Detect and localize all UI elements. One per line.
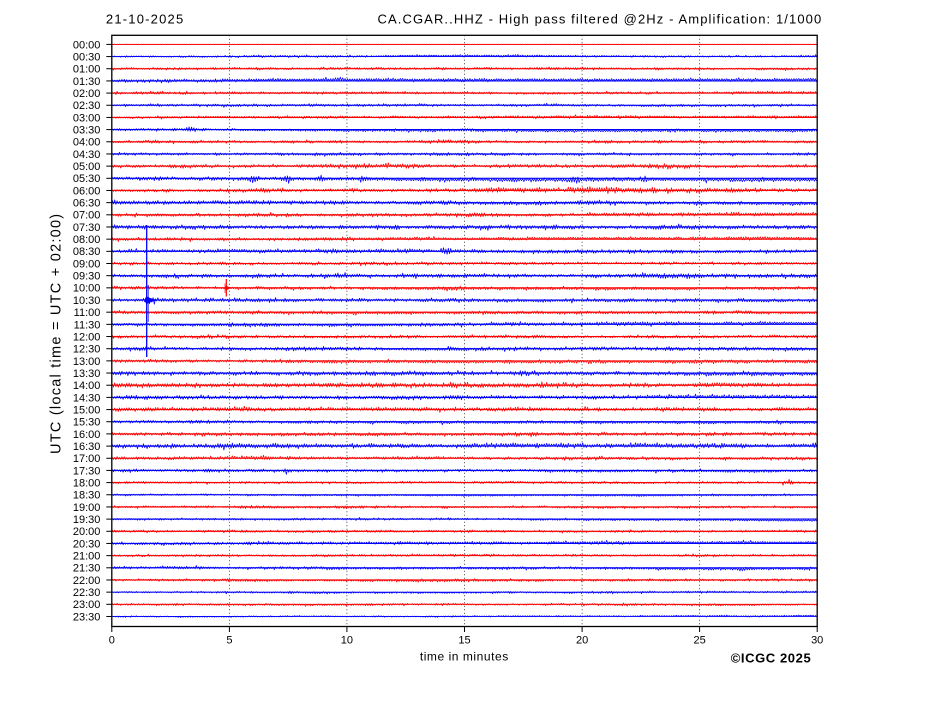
svg-text:20:00: 20:00 [73, 526, 101, 538]
svg-text:20:30: 20:30 [73, 538, 101, 550]
svg-text:22:00: 22:00 [73, 575, 101, 587]
svg-text:09:30: 09:30 [73, 271, 101, 283]
svg-text:08:30: 08:30 [73, 246, 101, 258]
svg-text:09:00: 09:00 [73, 258, 101, 270]
svg-text:04:30: 04:30 [73, 149, 101, 161]
svg-text:21-10-2025: 21-10-2025 [106, 12, 184, 27]
svg-text:16:30: 16:30 [73, 441, 101, 453]
svg-text:06:00: 06:00 [73, 185, 101, 197]
svg-text:01:00: 01:00 [73, 64, 101, 76]
svg-text:16:00: 16:00 [73, 429, 101, 441]
svg-text:02:30: 02:30 [73, 100, 101, 112]
svg-text:08:00: 08:00 [73, 234, 101, 246]
svg-text:18:00: 18:00 [73, 477, 101, 489]
svg-text:01:30: 01:30 [73, 76, 101, 88]
svg-text:23:00: 23:00 [73, 599, 101, 611]
svg-text:21:30: 21:30 [73, 563, 101, 575]
svg-text:5: 5 [226, 635, 232, 647]
svg-text:20: 20 [576, 635, 588, 647]
svg-text:18:30: 18:30 [73, 490, 101, 502]
svg-text:10:30: 10:30 [73, 295, 101, 307]
svg-text:©ICGC 2025: ©ICGC 2025 [731, 650, 812, 665]
svg-text:13:30: 13:30 [73, 368, 101, 380]
svg-text:15:30: 15:30 [73, 417, 101, 429]
svg-text:12:00: 12:00 [73, 331, 101, 343]
svg-text:10: 10 [341, 635, 353, 647]
svg-text:0: 0 [109, 635, 115, 647]
svg-text:04:00: 04:00 [73, 137, 101, 149]
svg-text:17:00: 17:00 [73, 453, 101, 465]
svg-text:21:00: 21:00 [73, 551, 101, 563]
svg-text:14:30: 14:30 [73, 392, 101, 404]
svg-text:UTC (local time = UTC + 02:00): UTC (local time = UTC + 02:00) [49, 213, 65, 454]
svg-text:22:30: 22:30 [73, 587, 101, 599]
svg-text:03:00: 03:00 [73, 112, 101, 124]
svg-text:25: 25 [693, 635, 705, 647]
svg-text:30: 30 [811, 635, 823, 647]
svg-text:time in minutes: time in minutes [420, 649, 509, 663]
svg-text:05:00: 05:00 [73, 161, 101, 173]
svg-text:19:30: 19:30 [73, 514, 101, 526]
svg-text:00:00: 00:00 [73, 39, 101, 51]
svg-text:12:30: 12:30 [73, 344, 101, 356]
svg-text:11:00: 11:00 [74, 307, 101, 319]
svg-text:07:00: 07:00 [73, 210, 101, 222]
svg-text:07:30: 07:30 [73, 222, 101, 234]
svg-text:05:30: 05:30 [73, 173, 101, 185]
svg-text:19:00: 19:00 [73, 502, 101, 514]
svg-text:11:30: 11:30 [74, 319, 101, 331]
svg-text:15: 15 [458, 635, 470, 647]
svg-text:17:30: 17:30 [73, 465, 101, 477]
svg-text:CA.CGAR..HHZ - High pass filte: CA.CGAR..HHZ - High pass filtered @2Hz -… [378, 12, 823, 27]
svg-text:14:00: 14:00 [73, 380, 101, 392]
svg-text:00:30: 00:30 [73, 51, 101, 63]
svg-text:23:30: 23:30 [73, 611, 101, 623]
svg-text:15:00: 15:00 [73, 404, 101, 416]
svg-text:03:30: 03:30 [73, 125, 101, 137]
svg-text:13:00: 13:00 [73, 356, 101, 368]
svg-text:10:00: 10:00 [73, 283, 101, 295]
svg-text:02:00: 02:00 [73, 88, 101, 100]
svg-text:06:30: 06:30 [73, 198, 101, 210]
